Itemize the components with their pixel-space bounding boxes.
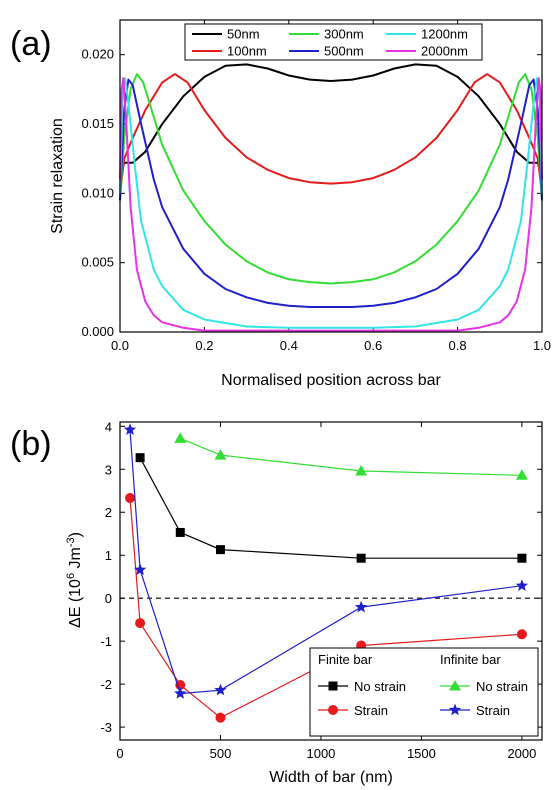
legend-marker <box>328 705 338 715</box>
series-line-100nm <box>119 73 543 194</box>
x-tick-label-a: 0.2 <box>195 338 213 353</box>
series-line-50nm <box>119 63 543 177</box>
legend-marker <box>328 681 338 691</box>
legend-label-1200nm: 1200nm <box>421 27 468 42</box>
y-label-unit-exp: -3 <box>65 537 77 547</box>
legend-label-50nm: 50nm <box>227 27 260 42</box>
y-tick-label-b: 4 <box>105 419 112 434</box>
panel-label-b: (b) <box>10 425 52 463</box>
legend-label: Strain <box>354 703 388 718</box>
series-line-300nm <box>119 73 543 285</box>
y-tick-label-a: 0.005 <box>81 255 114 270</box>
data-point <box>515 469 528 480</box>
series-line-1200nm <box>119 77 543 329</box>
series-line-500nm <box>119 78 543 308</box>
legend-label-300nm: 300nm <box>324 27 364 42</box>
y-label-unit: Jm <box>67 547 84 573</box>
legend-marker <box>449 680 461 691</box>
data-point <box>355 600 368 613</box>
y-label-exp: 6 <box>65 573 77 579</box>
x-tick-label-a: 1.0 <box>533 338 551 353</box>
data-point <box>516 629 527 640</box>
y-tick-label-a: 0.015 <box>81 116 114 131</box>
legend-a: 50nm 100nm 300nm 500nm 1200nm 2000nm <box>184 23 483 61</box>
series-line-finite-bar-strain <box>129 498 522 719</box>
x-tick-label-a: 0.6 <box>364 338 382 353</box>
y-tick-label-b: -2 <box>100 677 112 692</box>
data-point <box>515 579 529 591</box>
data-point <box>133 563 147 576</box>
series-line-2000nm <box>119 77 543 332</box>
y-tick-label-b: 0 <box>105 591 112 606</box>
data-point <box>517 553 527 563</box>
data-point <box>125 493 136 504</box>
y-label-main: ΔE (10 <box>67 579 84 628</box>
series-line-infinite-bar-strain <box>129 429 522 695</box>
data-point <box>174 432 187 443</box>
data-point <box>174 687 187 699</box>
legend-box-b <box>309 647 539 737</box>
panel-label-a: (a) <box>10 25 52 63</box>
y-tick-label-b: 2 <box>105 505 112 520</box>
legend-header-finite: Finite bar <box>318 652 373 667</box>
y-axis-label-b: ΔE (106 Jm-3) <box>65 532 84 628</box>
x-tick-label-b: 1000 <box>306 746 335 761</box>
data-point <box>215 712 226 723</box>
data-point <box>135 618 146 629</box>
y-tick-label-b: -1 <box>100 634 112 649</box>
legend-label-2000nm: 2000nm <box>421 44 468 59</box>
y-tick-label-a: 0.000 <box>81 324 114 339</box>
x-tick-label-a: 0.4 <box>280 338 298 353</box>
y-tick-label-a: 0.010 <box>81 185 114 200</box>
data-point <box>214 683 227 696</box>
x-tick-label-b: 1500 <box>407 746 436 761</box>
y-tick-label-b: 1 <box>105 548 112 563</box>
plot-frame-b <box>119 421 543 741</box>
x-tick-label-b: 2000 <box>507 746 536 761</box>
data-point <box>215 545 225 555</box>
legend-label: No strain <box>354 679 406 694</box>
legend-b: Finite bar Infinite bar No strain Strain No … <box>309 647 539 737</box>
legend-header-infinite: Infinite bar <box>440 652 501 667</box>
y-tick-label-b: -3 <box>100 720 112 735</box>
x-tick-label-b: 0 <box>116 746 123 761</box>
y-tick-label-a: 0.020 <box>81 47 114 62</box>
y-label-close: ) <box>67 532 84 537</box>
data-point <box>123 423 137 435</box>
data-point <box>356 553 366 563</box>
data-point <box>355 464 368 476</box>
y-tick-label-b: 3 <box>105 462 112 477</box>
x-tick-label-a: 0.0 <box>111 338 129 353</box>
data-point <box>214 449 227 460</box>
legend-label: No strain <box>476 679 528 694</box>
legend-box-a <box>184 23 483 61</box>
series-line-finite-bar-no-strain <box>139 457 522 559</box>
plot-frame-a <box>119 19 543 333</box>
series-line-infinite-bar-no-strain <box>180 437 522 476</box>
x-axis-label-a: Normalised position across bar <box>221 372 441 389</box>
data-point <box>175 527 185 537</box>
legend-marker <box>448 703 462 716</box>
x-tick-label-b: 500 <box>210 746 232 761</box>
chart-a: (a) 0.0 0.2 0.4 0.6 0.8 1.0 0.000 0.005 0.010 0.0… <box>10 19 551 389</box>
legend-label-500nm: 500nm <box>324 44 364 59</box>
y-axis-label-a: Strain relaxation <box>49 118 66 234</box>
data-point <box>135 453 145 463</box>
legend-label-100nm: 100nm <box>227 44 267 59</box>
legend-label: Strain <box>476 703 510 718</box>
chart-b: (b) 0 500 1000 1500 2000 -3 -2 -1 0 1 2 3 4 Width of… <box>10 419 543 786</box>
x-axis-label-b: Width of bar (nm) <box>269 769 393 786</box>
x-tick-label-a: 0.8 <box>449 338 467 353</box>
